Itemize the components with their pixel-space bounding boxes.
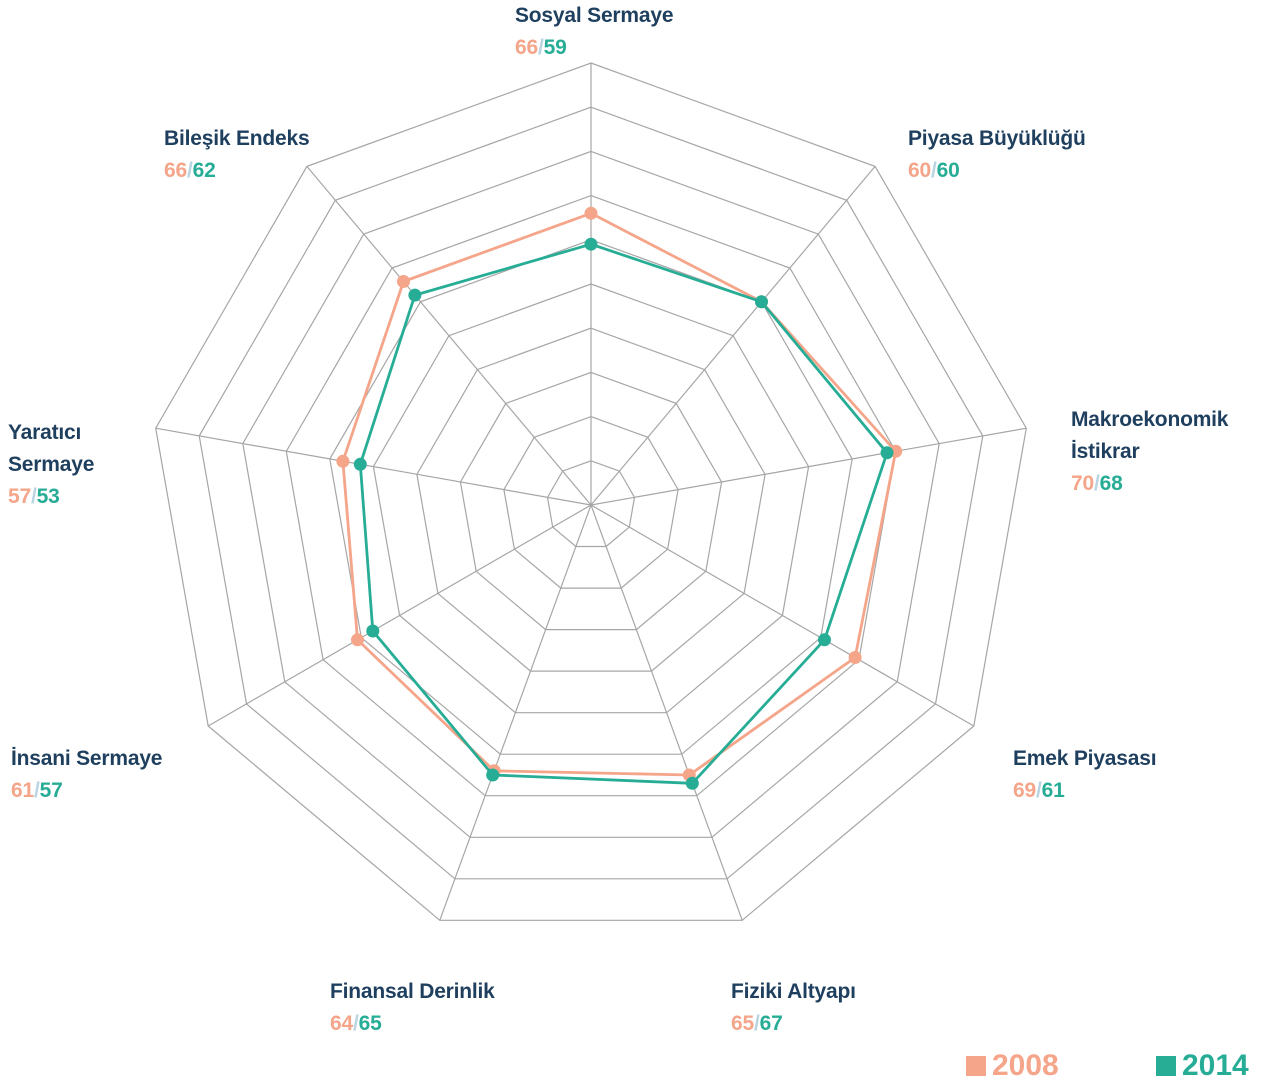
data-point-2014-8 <box>353 457 367 471</box>
grid-spoke-7 <box>207 504 592 727</box>
value-2014: 53 <box>36 485 60 508</box>
value-2008: 70 <box>1071 472 1094 495</box>
axis-values: 65/67 <box>731 1008 856 1040</box>
value-2008: 69 <box>1013 779 1036 802</box>
grid-ring-1 <box>546 460 636 548</box>
value-2014: 68 <box>1099 472 1123 495</box>
value-separator: / <box>186 159 193 182</box>
data-point-2014-1 <box>584 237 598 251</box>
value-separator: / <box>30 485 37 508</box>
axis-label-bilesik-endeks: Bileşik Endeks 66/62 <box>164 123 310 187</box>
data-point-2014-7 <box>366 624 380 638</box>
grid-spoke-9 <box>306 166 592 506</box>
grid-ring-9 <box>198 106 984 880</box>
value-separator: / <box>33 779 40 802</box>
axis-name: Makroekonomik İstikrar <box>1071 408 1229 463</box>
value-separator: / <box>537 36 544 59</box>
axis-values: 66/59 <box>515 32 673 64</box>
axis-name: Piyasa Büyüklüğü <box>908 127 1086 150</box>
value-2008: 65 <box>731 1012 754 1035</box>
value-2014: 61 <box>1041 779 1065 802</box>
data-point-2014-6 <box>486 768 500 782</box>
series-line-2014 <box>358 242 889 785</box>
axis-values: 57/53 <box>8 481 94 513</box>
axis-values: 64/65 <box>330 1008 495 1040</box>
value-2014: 65 <box>358 1012 382 1035</box>
value-2014: 62 <box>192 159 216 182</box>
axis-label-yaratici-sermaye: Yaratıcı Sermaye 57/53 <box>8 417 94 513</box>
data-point-2008-8 <box>336 454 350 468</box>
axis-values: 69/61 <box>1013 775 1156 807</box>
value-2008: 66 <box>515 36 538 59</box>
value-separator: / <box>753 1012 760 1035</box>
axis-label-fiziki-altyapi: Fiziki Altyapı 65/67 <box>731 976 856 1040</box>
legend-label-2014: 2014 <box>1182 1049 1249 1082</box>
axis-values: 60/60 <box>908 155 1086 187</box>
axis-name: Sosyal Sermaye <box>515 4 674 27</box>
grid-ring-6 <box>329 239 853 755</box>
axis-values: 70/68 <box>1071 468 1228 500</box>
axis-values: 66/62 <box>164 155 309 187</box>
axis-name: Emek Piyasası <box>1013 747 1157 770</box>
axis-label-sosyal-sermaye: Sosyal Sermaye 66/59 <box>515 0 674 64</box>
value-separator: / <box>352 1012 359 1035</box>
axis-values: 61/57 <box>11 775 162 807</box>
axis-name: İnsani Sermaye <box>11 747 163 770</box>
axis-label-emek-piyasasi: Emek Piyasası 69/61 <box>1013 743 1157 807</box>
grid-ring-3 <box>459 371 723 631</box>
grid-ring-2 <box>503 415 679 589</box>
grid-spoke-6 <box>439 504 592 921</box>
value-2014: 57 <box>39 779 63 802</box>
axis-label-piyasa-buyuklugu: Piyasa Büyüklüğü 60/60 <box>908 123 1086 187</box>
data-point-2008-1 <box>584 206 598 220</box>
value-2008: 60 <box>908 159 931 182</box>
legend-item-2008: 2008 <box>966 1046 1059 1086</box>
value-separator: / <box>1035 779 1042 802</box>
value-2014: 67 <box>759 1012 783 1035</box>
value-2008: 57 <box>8 485 31 508</box>
grid-ring-7 <box>285 194 897 797</box>
series-line-2008 <box>341 211 898 777</box>
axis-label-insani-sermaye: İnsani Sermaye 61/57 <box>11 743 162 807</box>
value-2008: 66 <box>164 159 187 182</box>
value-2014: 59 <box>543 36 567 59</box>
grid-ring-5 <box>372 283 810 714</box>
grid-spoke-2 <box>590 166 876 506</box>
radar-grid <box>155 62 1027 921</box>
legend-swatch-2014 <box>1156 1056 1176 1076</box>
value-2014: 60 <box>936 159 960 182</box>
data-point-2014-9 <box>408 288 422 302</box>
value-2008: 64 <box>330 1012 353 1035</box>
value-separator: / <box>930 159 937 182</box>
value-separator: / <box>1093 472 1100 495</box>
value-2008: 61 <box>11 779 34 802</box>
grid-ring-10 <box>155 62 1027 921</box>
grid-ring-4 <box>416 327 766 672</box>
grid-ring-8 <box>242 150 940 838</box>
grid-spoke-8 <box>155 427 592 506</box>
axis-label-finansal-derinlik: Finansal Derinlik 64/65 <box>330 976 495 1040</box>
grid-spoke-4 <box>590 504 975 727</box>
data-point-2014-3 <box>880 446 894 460</box>
data-point-2014-4 <box>818 633 831 647</box>
axis-label-makroekonomik-istikrar: Makroekonomik İstikrar 70/68 <box>1071 404 1228 500</box>
legend-item-2014: 2014 <box>1156 1046 1249 1086</box>
data-point-2008-4 <box>848 651 862 664</box>
data-point-2008-9 <box>397 275 410 288</box>
axis-name: Finansal Derinlik <box>330 980 495 1003</box>
legend-swatch-2008 <box>966 1056 986 1076</box>
data-point-2014-5 <box>685 776 699 790</box>
grid-spoke-5 <box>590 504 743 921</box>
grid-spoke-3 <box>590 427 1027 506</box>
axis-name: Fiziki Altyapı <box>731 980 856 1003</box>
data-point-2014-2 <box>755 295 768 309</box>
legend-label-2008: 2008 <box>992 1049 1059 1082</box>
axis-name: Bileşik Endeks <box>164 127 310 150</box>
series-2014 <box>353 237 894 790</box>
radar-series <box>336 206 903 790</box>
data-point-2008-7 <box>351 633 364 647</box>
axis-name: Yaratıcı Sermaye <box>8 421 95 476</box>
